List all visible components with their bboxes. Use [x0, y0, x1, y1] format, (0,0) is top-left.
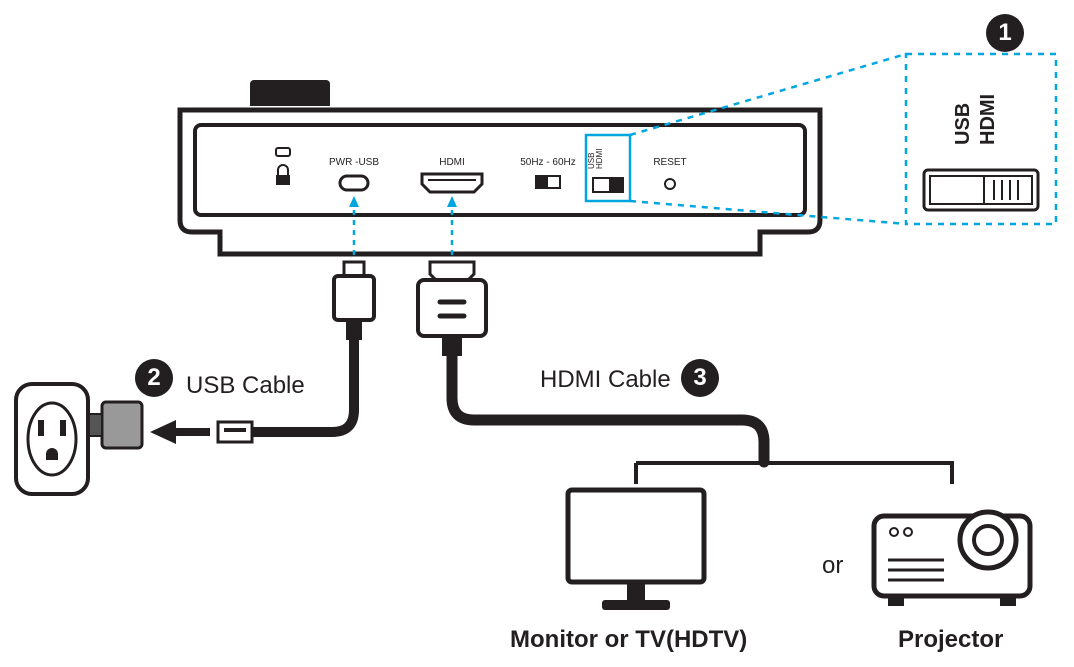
monitor-label: Monitor or TV(HDTV)	[510, 626, 747, 654]
callout-hdmi-label: HDMI	[977, 94, 999, 145]
device: PWR -USB HDMI 50Hz - 60Hz USB HDMI RESET	[180, 80, 820, 254]
step-1-badge: 1	[986, 14, 1024, 52]
projector-icon	[874, 512, 1030, 606]
reset-label: RESET	[653, 157, 686, 168]
hdmi-plug-icon	[418, 262, 486, 356]
step-3-badge: 3	[681, 359, 719, 397]
usb-plug-icon	[334, 262, 374, 340]
callout-usb-label: USB	[952, 103, 974, 145]
usb-port-label: PWR -USB	[329, 157, 379, 168]
step-2-badge: 2	[135, 359, 173, 397]
usb-a-plug-icon	[218, 422, 252, 442]
hdmi-cable-label: HDMI Cable	[540, 366, 671, 394]
step-3-number: 3	[693, 364, 706, 392]
or-label: or	[822, 552, 843, 580]
svg-text:HDMI: HDMI	[595, 149, 604, 169]
step-2-number: 2	[147, 364, 160, 392]
monitor-icon	[568, 490, 704, 610]
hdmi-port-label: HDMI	[439, 157, 465, 168]
connection-diagram: PWR -USB HDMI 50Hz - 60Hz USB HDMI RESET	[0, 0, 1074, 667]
usb-cable-label: USB Cable	[186, 372, 305, 400]
wall-outlet-icon	[16, 384, 88, 494]
step-1-number: 1	[998, 19, 1011, 47]
projector-label: Projector	[898, 626, 1003, 654]
hz-switch-label: 50Hz - 60Hz	[520, 157, 576, 168]
